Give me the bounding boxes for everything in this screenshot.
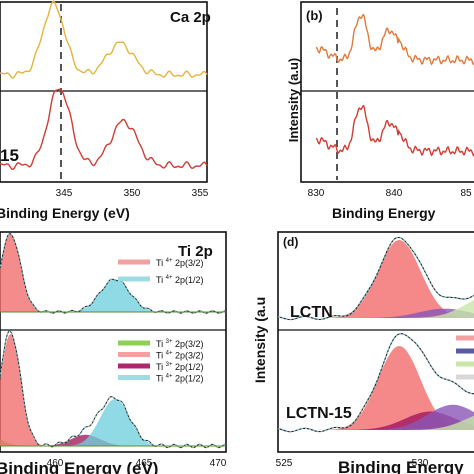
panel-a-sample-label: 15 [0,146,19,165]
legend-entry: Ti 4+ 2p(3/2) [156,258,204,268]
fit-component [0,234,225,312]
panel-b-series-bottom [315,104,474,157]
panel-a-xlabel: Binding Energy (eV) [0,205,130,221]
panel-b-xtick: 85 [460,188,472,199]
panel-d-label: (d) [283,235,298,249]
panel-c-xtick: 460 [47,458,64,469]
legend-entry: Ti 4+ 2p(1/2) [156,374,204,384]
panel-c-xtick: 470 [210,458,227,469]
panel-c-frame [0,231,227,453]
fit-line [0,233,226,314]
panel-b-label: (b) [306,8,323,23]
legend-entry: Ti 4+ 2p(1/2) [156,275,204,285]
panel-d-bottom-spectrum [277,333,474,433]
panel-d-xtick: 525 [276,458,293,469]
panel-d-legend [456,335,474,380]
panel-d-frame [277,231,474,453]
panel-c-bottom-spectrum [0,330,226,449]
fit-line [277,333,474,433]
panel-d-xlabel: Binding Energy [338,458,464,474]
panel-a-xtick: 350 [124,188,141,199]
panel-a-series-bottom [0,88,208,171]
panel-c-bottom-legend: Ti 3+ 2p(3/2) Ti 4+ 2p(3/2)Ti 3+ 2p(1/2) T… [118,339,204,384]
panel-b-frame [300,1,474,183]
panel-b-xlabel: Binding Energy [332,205,436,221]
fit-component [278,346,474,430]
panel-c-title: Ti 2p [178,243,213,260]
panel-b-xtick: 840 [386,188,403,199]
panel-d: (d) LCTN LCTN-15 Intensity (a.u 525 530 … [252,231,474,474]
panel-b-series-top [315,13,474,66]
panel-a-xtick: 355 [192,188,209,199]
fit-component [278,240,474,318]
fit-component [278,300,474,318]
panel-a-series-top [0,0,208,79]
panel-c-top-legend: Ti 4+ 2p(3/2) Ti 4+ 2p(1/2) [118,258,204,285]
panel-d-top-sample-label: LCTN [290,304,333,321]
panel-d-xtick: 530 [412,458,429,469]
fit-component [0,279,225,312]
fit-component [278,308,474,318]
panel-a-title: Ca 2p [170,9,211,26]
panel-d-bottom-sample-label: LCTN-15 [286,405,352,422]
panel-c-xtick: 465 [136,458,153,469]
legend-entry: Ti 4+ 2p(3/2) [156,351,204,361]
panel-b-ylabel: Intensity (a.u) [286,58,301,143]
panel-d-top-spectrum [277,236,474,321]
panel-c: Ti 2p Ti 4+ 2p(3/2) Ti 4+ 2p(1/2) Ti 3+ 2… [0,231,227,474]
panel-c-top-spectrum [0,233,226,314]
panel-c-xlabel: Binding Energy (eV) [0,459,158,474]
legend-entry: Ti 3+ 2p(3/2) [156,339,204,349]
legend-entry: Ti 3+ 2p(1/2) [156,362,204,372]
panel-a-xtick: 345 [56,188,73,199]
fit-component [0,399,225,446]
fit-line [0,330,226,449]
fit-component [0,334,225,446]
panel-b-xtick: 830 [308,188,325,199]
fit-component [278,415,474,430]
panel-d-ylabel: Intensity (a.u [252,297,268,383]
panel-a-frame [0,1,208,183]
panel-a: Ca 2p 15 345 350 355 Binding Energy (eV) [0,0,211,221]
fit-line [277,237,474,321]
fit-component [278,404,474,430]
panel-b: (b) Intensity (a.u) 830 840 85 Binding E… [286,1,474,221]
